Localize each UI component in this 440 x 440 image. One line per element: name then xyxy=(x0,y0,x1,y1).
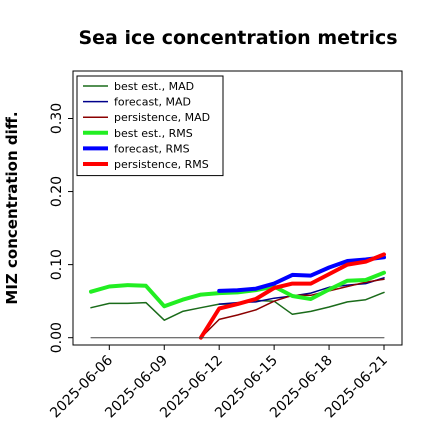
series-lines xyxy=(89,252,386,340)
y-axis: 0.00 0.10 0.20 0.30 xyxy=(49,103,73,353)
legend-label: forecast, MAD xyxy=(114,96,191,109)
legend-label: best est., MAD xyxy=(114,80,194,93)
chart-title: Sea ice concentration metrics xyxy=(78,27,397,49)
series-line-best-est-rms xyxy=(89,270,386,309)
x-axis: 2025-06-062025-06-092025-06-122025-06-15… xyxy=(47,345,391,421)
legend: best est., MAD forecast, MAD persistence, … xyxy=(76,75,224,177)
legend-label: best est., RMS xyxy=(114,127,193,140)
plot-area xyxy=(72,70,403,346)
legend-box xyxy=(76,75,224,177)
y-tick-label: 0.20 xyxy=(49,176,65,207)
series-line-best-est-mad xyxy=(90,291,385,321)
y-tick-label: 0.30 xyxy=(49,103,65,134)
series-line-forecast-rms xyxy=(217,255,386,293)
legend-label: forecast, RMS xyxy=(114,142,190,155)
y-tick-label: 0.00 xyxy=(49,322,65,353)
series-line-persistence-rms xyxy=(198,252,386,340)
legend-label: persistence, RMS xyxy=(114,158,209,171)
y-axis-label: MIZ concentration diff. xyxy=(3,111,21,304)
series-line-persistence-mad xyxy=(200,278,385,339)
legend-label: persistence, MAD xyxy=(114,111,210,124)
y-tick-label: 0.10 xyxy=(49,249,65,280)
